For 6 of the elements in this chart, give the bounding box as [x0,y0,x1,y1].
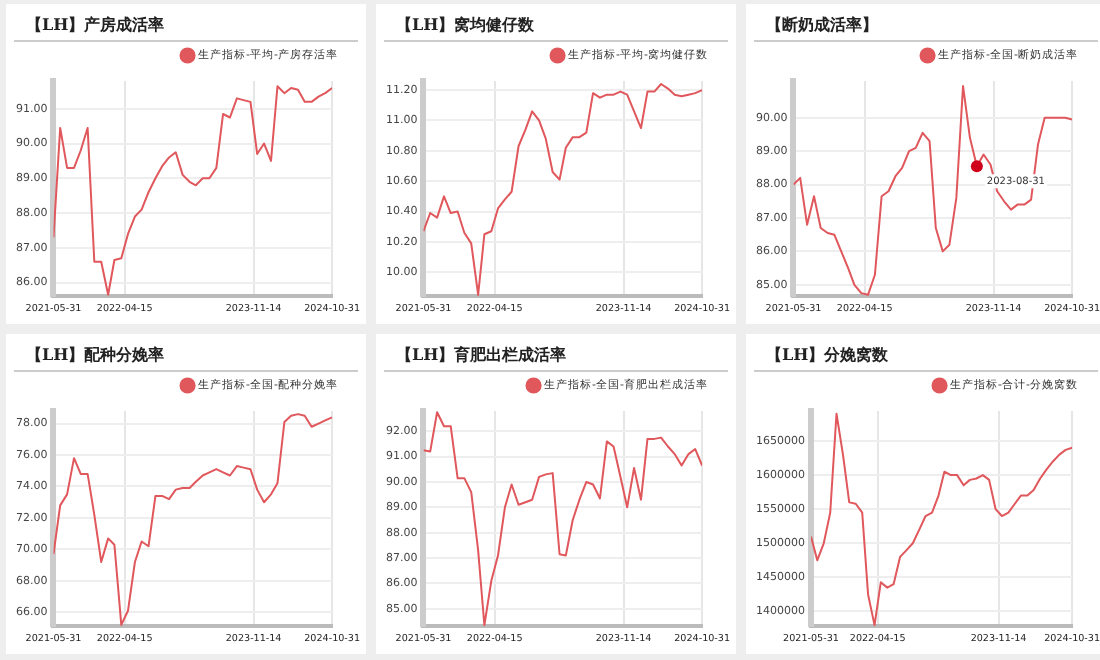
chart-title: 【LH】产房成活率 [14,4,358,42]
chart-title: 【LH】育肥出栏成活率 [384,334,728,372]
chart-title: 【LH】分娩窝数 [754,334,1098,372]
chart-title: 【断奶成活率】 [754,4,1098,42]
chart-title: 【LH】配种分娩率 [14,334,358,372]
chart-title: 【LH】窝均健仔数 [384,4,728,42]
